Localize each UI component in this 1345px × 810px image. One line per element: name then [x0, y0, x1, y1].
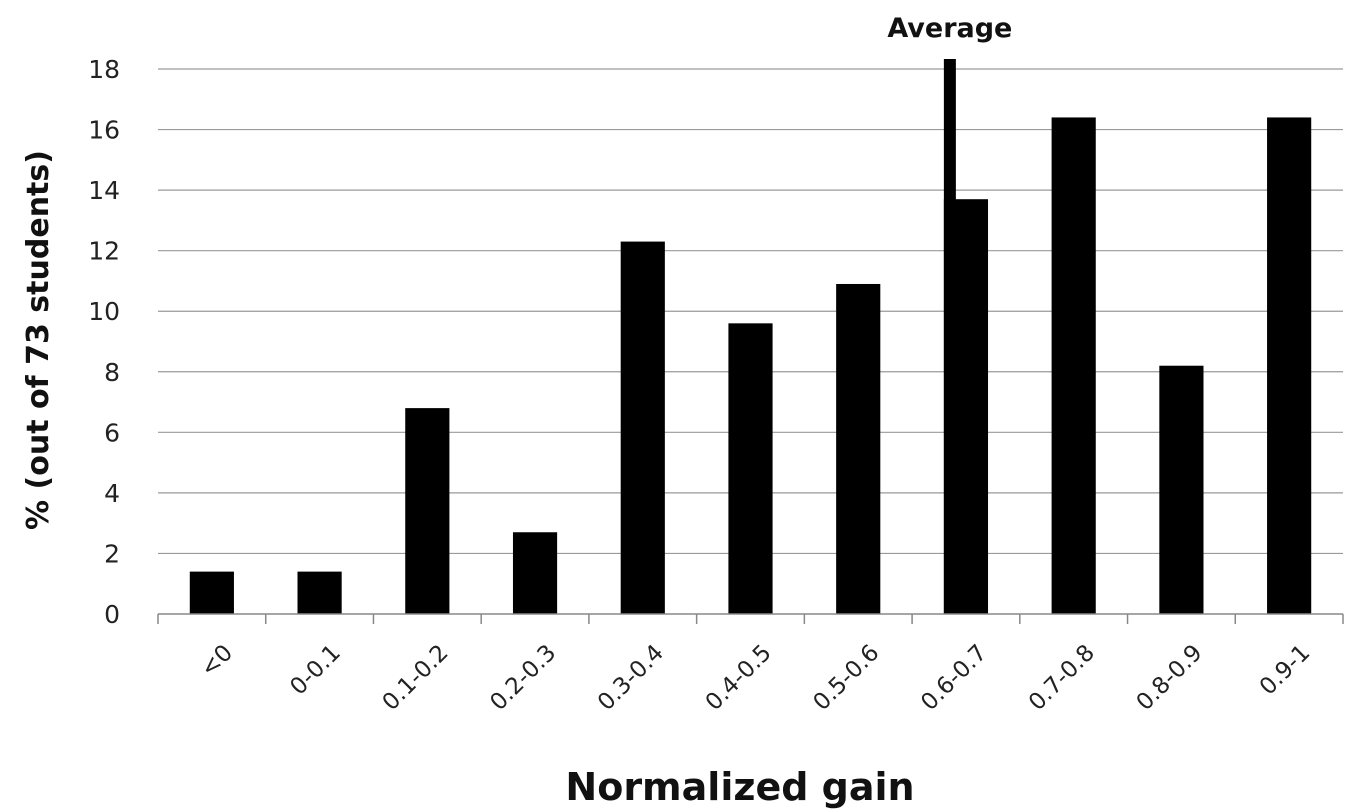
x-category-label: 0.2-0.3 — [485, 640, 561, 716]
x-category-label: 0.9-1 — [1255, 640, 1315, 700]
annotations: Average — [887, 13, 1012, 614]
y-tick-label: 6 — [104, 418, 120, 447]
y-axis-title: % (out of 73 students) — [21, 150, 56, 530]
y-tick-label: 10 — [88, 297, 120, 326]
x-category-label: 0.1-0.2 — [378, 640, 454, 716]
gridlines — [158, 68, 1343, 555]
bar-1 — [189, 571, 234, 614]
x-axis-title: Normalized gain — [565, 765, 914, 809]
bar-2 — [297, 571, 342, 614]
y-tick-label: 8 — [104, 358, 120, 387]
y-tick-label: 0 — [104, 600, 120, 629]
average-annotation-label: Average — [887, 13, 1012, 44]
bar-4 — [512, 532, 558, 614]
x-category-label: 0.6-0.7 — [916, 640, 992, 716]
y-tick-label: 2 — [104, 539, 120, 568]
x-axis-category-labels: <0 0-0.1 0.1-0.2 0.2-0.3 0.3-0.4 0.4-0.5 0.5-0… — [196, 640, 1316, 716]
bar-5 — [620, 241, 665, 615]
x-category-label: 0.8-0.9 — [1132, 640, 1208, 716]
bar-11 — [1267, 117, 1312, 614]
x-category-label: 0.7-0.8 — [1024, 640, 1100, 716]
bar-3 — [405, 408, 450, 614]
x-category-label: 0.5-0.6 — [808, 640, 884, 716]
bar-7 — [836, 283, 881, 614]
bar-9 — [1051, 117, 1096, 614]
y-tick-label: 18 — [88, 55, 120, 84]
x-category-label: 0.3-0.4 — [593, 640, 669, 716]
x-axis — [157, 613, 1344, 624]
bars — [189, 117, 1312, 615]
average-marker-line — [943, 59, 956, 614]
x-category-label: <0 — [196, 640, 238, 682]
y-tick-label: 14 — [88, 176, 120, 205]
y-axis-ticks: 0 2 4 6 8 10 12 14 16 18 — [88, 55, 120, 629]
bar-6 — [728, 323, 773, 614]
y-tick-label: 12 — [88, 237, 120, 266]
y-tick-label: 4 — [104, 479, 120, 508]
x-category-label: 0.4-0.5 — [701, 640, 777, 716]
y-tick-label: 16 — [88, 116, 120, 145]
bar-10 — [1159, 365, 1204, 614]
x-category-label: 0-0.1 — [285, 640, 345, 700]
